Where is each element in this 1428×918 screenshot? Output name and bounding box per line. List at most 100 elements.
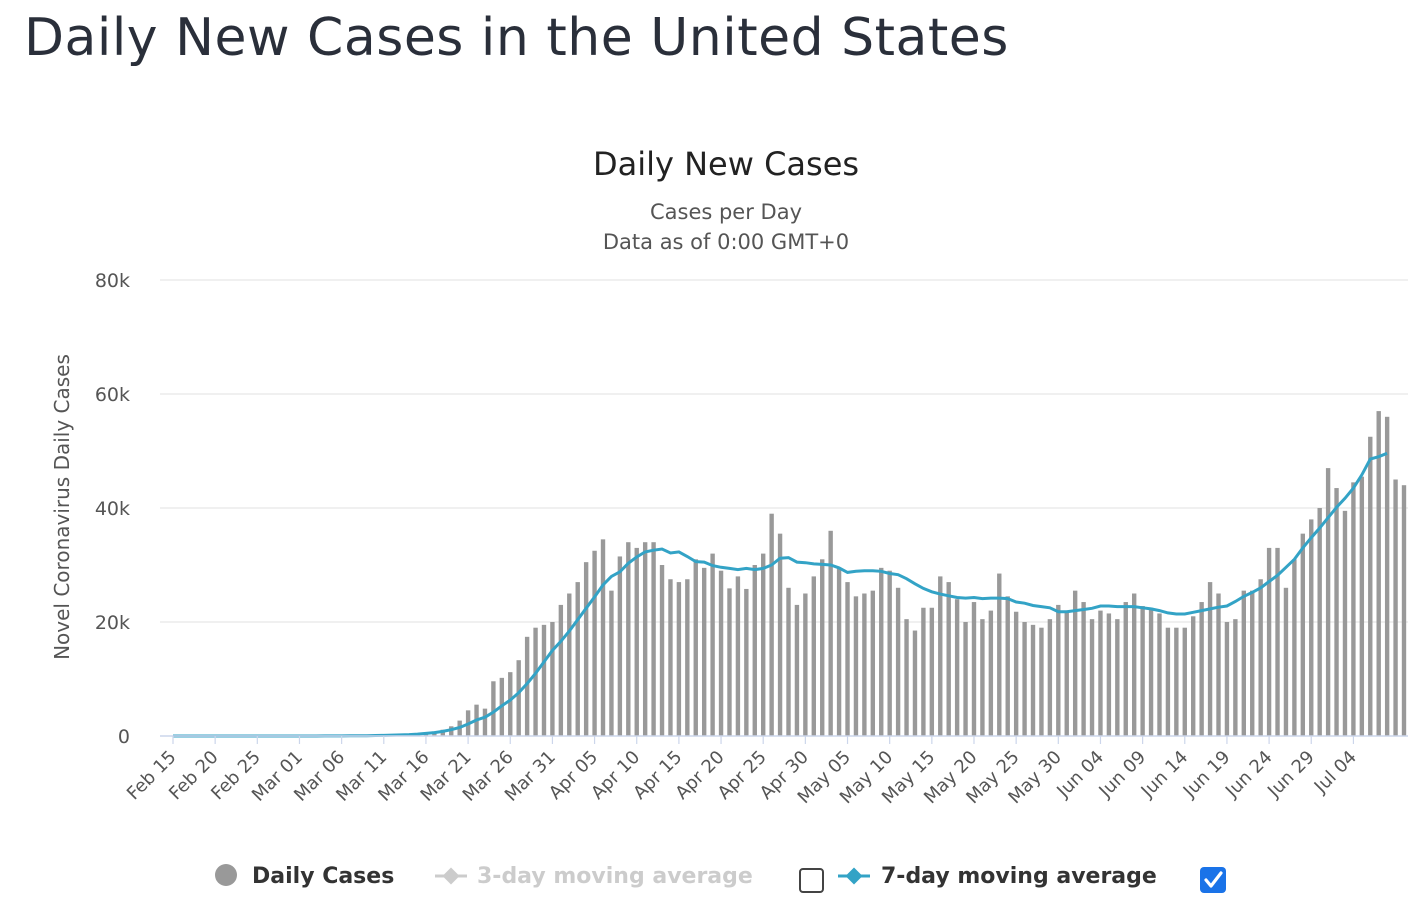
daily-cases-bar [668, 579, 673, 736]
diamond-icon [442, 867, 460, 885]
daily-cases-bar [1401, 485, 1407, 736]
daily-cases-bar [1334, 488, 1339, 736]
daily-cases-bar [1005, 596, 1010, 736]
gray-circle-icon [215, 864, 237, 886]
daily-cases-bar [1250, 590, 1255, 736]
y-tick-label: 60k [95, 384, 130, 406]
daily-cases-bar [1224, 622, 1230, 736]
chart-subtitle: Cases per Day [650, 200, 802, 224]
x-tick-label: Jun 04 [1052, 747, 1108, 803]
daily-cases-bar [946, 582, 951, 736]
daily-cases-bar [828, 530, 833, 736]
daily-cases-bar [1081, 602, 1086, 736]
daily-cases-bar [794, 604, 800, 736]
legend-label-daily-cases: Daily Cases [252, 864, 394, 889]
checkbox-3-day-unchecked[interactable] [799, 868, 824, 893]
daily-cases-bar [1216, 593, 1221, 736]
y-axis-label: Novel Coronavirus Daily Cases [50, 354, 74, 660]
daily-cases-bar [1393, 479, 1398, 736]
legend: Daily Cases 3-day moving average 7-day m… [215, 864, 1226, 893]
daily-cases-bar [1131, 593, 1137, 736]
daily-cases-bar [491, 681, 496, 736]
chart-data-timestamp: Data as of 0:00 GMT+0 [603, 230, 849, 254]
daily-cases-bar [938, 576, 943, 736]
daily-cases-bar [693, 559, 698, 736]
gridlines [160, 279, 1408, 623]
legend-item-daily-cases[interactable]: Daily Cases [215, 864, 394, 889]
daily-cases-bar [482, 708, 488, 736]
legend-item-3-day-average[interactable]: 3-day moving average [435, 864, 824, 893]
daily-cases-bar [592, 550, 597, 736]
daily-cases-bar [1056, 604, 1061, 736]
daily-cases-bar [929, 607, 935, 736]
daily-cases-bar [1148, 607, 1154, 736]
daily-cases-bar [676, 582, 682, 736]
checkbox-7-day-checked[interactable] [1200, 867, 1226, 893]
daily-cases-bar [836, 567, 842, 736]
daily-cases-bar [988, 610, 994, 736]
daily-cases-bar [820, 559, 825, 736]
daily-cases-bar [541, 624, 547, 736]
daily-cases-bar [659, 565, 665, 736]
x-tick-label: Jun 19 [1179, 747, 1235, 803]
daily-cases-bar [1030, 624, 1036, 736]
daily-cases-bar [508, 672, 513, 736]
legend-item-7-day-average[interactable]: 7-day moving average [838, 864, 1226, 893]
daily-cases-bar [524, 636, 530, 736]
daily-cases-bar [777, 533, 783, 736]
x-tick-label: Jun 14 [1137, 747, 1193, 803]
x-tick-label: Jul 04 [1310, 747, 1361, 798]
daily-cases-bar [1047, 619, 1053, 736]
daily-cases-bar [1157, 613, 1162, 736]
daily-cases-bar [1351, 482, 1356, 736]
checkbox-box [1200, 867, 1226, 893]
daily-cases-bar [811, 576, 816, 736]
daily-cases-bar [954, 599, 960, 736]
daily-cases-bar [963, 622, 968, 736]
daily-cases-bar [1300, 533, 1306, 736]
x-tick-label: Jun 24 [1221, 747, 1277, 803]
daily-cases-bar [1064, 610, 1069, 736]
daily-cases-bar [879, 567, 884, 736]
daily-cases-bar [600, 539, 606, 736]
daily-cases-bar [980, 619, 985, 736]
daily-cases-bar [912, 630, 918, 736]
daily-cases-bar [533, 627, 538, 736]
daily-cases-bar [609, 590, 614, 736]
daily-cases-bar [642, 542, 648, 736]
daily-cases-bar [1039, 627, 1044, 736]
daily-cases-bar [1098, 610, 1103, 736]
daily-cases-bar [921, 607, 926, 736]
daily-cases-bar [997, 573, 1002, 736]
daily-cases-bar [1233, 619, 1238, 736]
legend-label-3-day-average: 3-day moving average [477, 864, 753, 889]
daily-cases-bar [1258, 579, 1263, 736]
daily-cases-bar [1207, 582, 1213, 736]
daily-cases-bar [1359, 476, 1365, 736]
daily-cases-bar [1199, 602, 1204, 736]
y-tick-label: 0 [118, 726, 130, 748]
chart-title: Daily New Cases [593, 145, 859, 183]
daily-cases-bar [1106, 613, 1112, 736]
daily-cases-bar [1191, 616, 1196, 736]
x-tick-label: Jun 09 [1094, 747, 1150, 803]
daily-cases-bar [1376, 411, 1381, 736]
daily-cases-bar [853, 596, 859, 736]
checkmark-icon [1204, 871, 1223, 888]
daily-cases-bar [744, 588, 749, 736]
daily-cases-bar [727, 588, 732, 736]
daily-cases-bar [1022, 622, 1027, 736]
daily-cases-bar [567, 593, 572, 736]
daily-cases-bar [845, 582, 850, 736]
page-title: Daily New Cases in the United States [24, 8, 1009, 68]
daily-cases-bar [1123, 602, 1128, 736]
daily-cases-bar [617, 556, 623, 736]
daily-cases-bar [1384, 416, 1390, 736]
daily-cases-bar [685, 579, 690, 736]
y-tick-label: 80k [95, 270, 130, 292]
daily-cases-bar [1072, 590, 1078, 736]
diamond-icon [845, 867, 863, 885]
daily-cases-bar [1292, 559, 1297, 736]
